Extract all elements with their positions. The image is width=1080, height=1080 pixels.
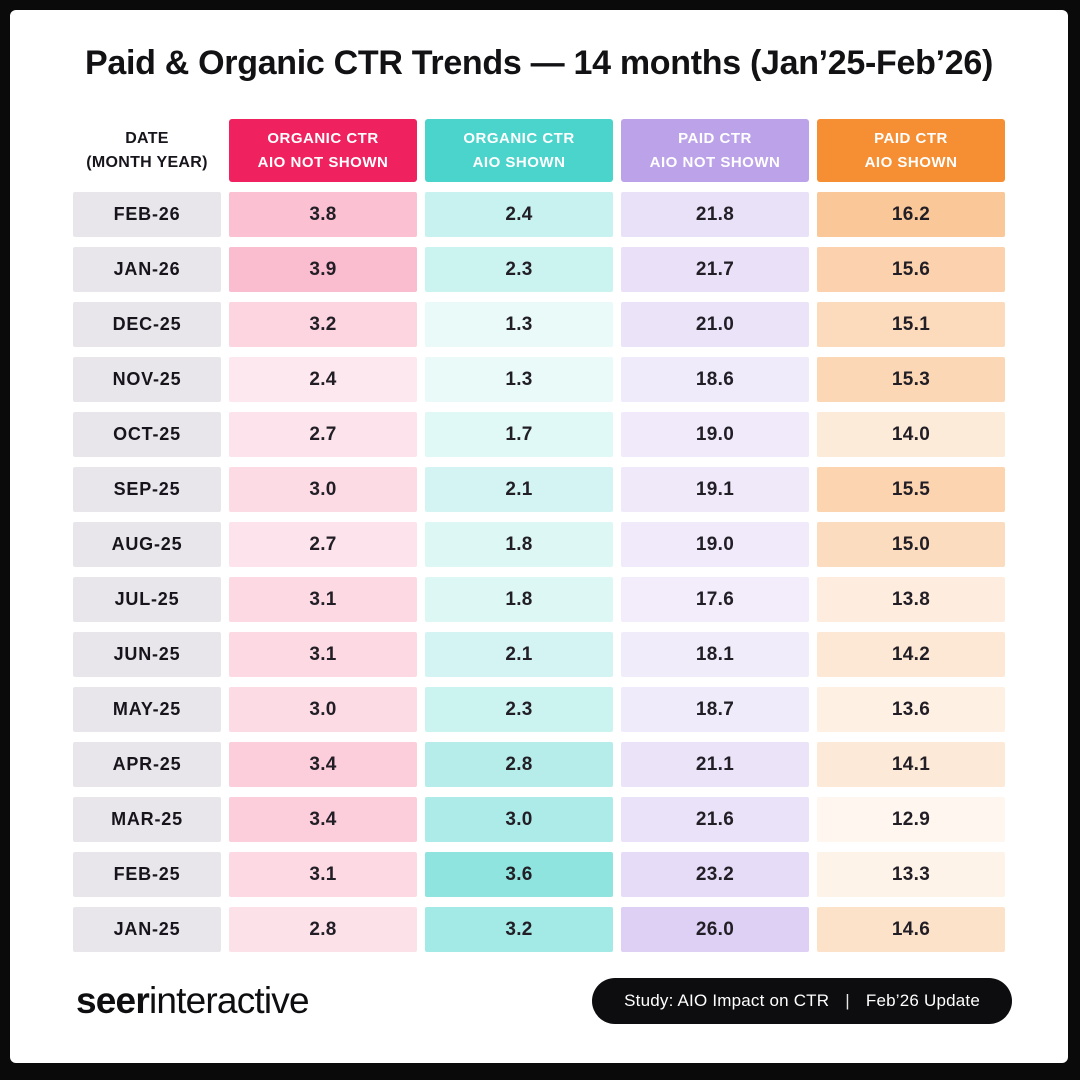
value-cell: 3.1	[229, 632, 417, 677]
value-cell: 1.3	[425, 357, 613, 402]
value-cell: 2.4	[425, 192, 613, 237]
value-cell: 3.2	[425, 907, 613, 952]
value-cell: 12.9	[817, 797, 1005, 842]
value-cell: 1.8	[425, 522, 613, 567]
header-label-line1: PAID CTR	[874, 129, 948, 147]
column-header-date: DATE (MONTH YEAR)	[73, 119, 221, 182]
value-cell: 14.2	[817, 632, 1005, 677]
header-label-line2: AIO NOT SHOWN	[649, 153, 781, 171]
value-cell: 3.9	[229, 247, 417, 292]
value-cell: 21.8	[621, 192, 809, 237]
value-cell: 21.0	[621, 302, 809, 347]
column-header-paid-ctr-aio-shown: PAID CTR AIO SHOWN	[817, 119, 1005, 182]
value-cell: 14.6	[817, 907, 1005, 952]
value-cell: 3.8	[229, 192, 417, 237]
column-header-organic-ctr-aio-not-shown: ORGANIC CTR AIO NOT SHOWN	[229, 119, 417, 182]
value-cell: 14.1	[817, 742, 1005, 787]
date-cell: AUG-25	[73, 522, 221, 567]
date-cell: MAR-25	[73, 797, 221, 842]
value-cell: 18.7	[621, 687, 809, 732]
date-cell: JUN-25	[73, 632, 221, 677]
value-cell: 21.1	[621, 742, 809, 787]
date-cell: DEC-25	[73, 302, 221, 347]
value-cell: 2.8	[229, 907, 417, 952]
value-cell: 3.1	[229, 577, 417, 622]
value-cell: 21.6	[621, 797, 809, 842]
value-cell: 19.1	[621, 467, 809, 512]
date-cell: JAN-26	[73, 247, 221, 292]
date-cell: NOV-25	[73, 357, 221, 402]
date-cell: JAN-25	[73, 907, 221, 952]
value-cell: 19.0	[621, 522, 809, 567]
value-cell: 17.6	[621, 577, 809, 622]
value-cell: 2.4	[229, 357, 417, 402]
date-cell: SEP-25	[73, 467, 221, 512]
value-cell: 15.1	[817, 302, 1005, 347]
logo-text-interactive: interactive	[148, 980, 310, 1021]
value-cell: 16.2	[817, 192, 1005, 237]
value-cell: 3.2	[229, 302, 417, 347]
value-cell: 1.3	[425, 302, 613, 347]
date-cell: FEB-26	[73, 192, 221, 237]
header-label-line1: ORGANIC CTR	[463, 129, 575, 147]
date-header-line2: (MONTH YEAR)	[86, 153, 208, 171]
value-cell: 18.6	[621, 357, 809, 402]
header-label-line2: AIO SHOWN	[472, 153, 566, 171]
infographic-canvas: Paid & Organic CTR Trends — 14 months (J…	[10, 10, 1068, 1063]
value-cell: 13.6	[817, 687, 1005, 732]
value-cell: 13.3	[817, 852, 1005, 897]
value-cell: 26.0	[621, 907, 809, 952]
value-cell: 15.0	[817, 522, 1005, 567]
value-cell: 23.2	[621, 852, 809, 897]
badge-update-text: Feb’26 Update	[865, 991, 980, 1010]
value-cell: 2.8	[425, 742, 613, 787]
header-label-line2: AIO NOT SHOWN	[257, 153, 389, 171]
column-header-paid-ctr-aio-not-shown: PAID CTR AIO NOT SHOWN	[621, 119, 809, 182]
value-cell: 3.0	[229, 687, 417, 732]
value-cell: 15.3	[817, 357, 1005, 402]
study-badge: Study: AIO Impact on CTR | Feb’26 Update	[592, 978, 1012, 1024]
value-cell: 1.8	[425, 577, 613, 622]
value-cell: 3.4	[229, 797, 417, 842]
header-label-line1: PAID CTR	[678, 129, 752, 147]
value-cell: 3.1	[229, 852, 417, 897]
value-cell: 3.0	[425, 797, 613, 842]
value-cell: 3.0	[229, 467, 417, 512]
value-cell: 2.3	[425, 687, 613, 732]
date-cell: JUL-25	[73, 577, 221, 622]
column-header-organic-ctr-aio-shown: ORGANIC CTR AIO SHOWN	[425, 119, 613, 182]
value-cell: 15.6	[817, 247, 1005, 292]
ctr-table: DATE (MONTH YEAR) ORGANIC CTR AIO NOT SH…	[73, 119, 1005, 952]
header-label-line2: AIO SHOWN	[864, 153, 958, 171]
logo-text-seer: seer	[76, 980, 150, 1021]
value-cell: 3.4	[229, 742, 417, 787]
value-cell: 14.0	[817, 412, 1005, 457]
value-cell: 2.1	[425, 467, 613, 512]
date-header-line1: DATE	[125, 130, 169, 148]
date-cell: FEB-25	[73, 852, 221, 897]
date-cell: OCT-25	[73, 412, 221, 457]
value-cell: 15.5	[817, 467, 1005, 512]
badge-study-text: Study: AIO Impact on CTR	[624, 991, 830, 1010]
value-cell: 2.3	[425, 247, 613, 292]
footer: seerinteractive Study: AIO Impact on CTR…	[76, 978, 1012, 1024]
value-cell: 19.0	[621, 412, 809, 457]
page-title: Paid & Organic CTR Trends — 14 months (J…	[85, 44, 993, 82]
value-cell: 3.6	[425, 852, 613, 897]
value-cell: 1.7	[425, 412, 613, 457]
date-cell: MAY-25	[73, 687, 221, 732]
value-cell: 2.7	[229, 522, 417, 567]
badge-separator: |	[845, 991, 850, 1010]
value-cell: 2.7	[229, 412, 417, 457]
value-cell: 2.1	[425, 632, 613, 677]
seer-interactive-logo: seerinteractive	[76, 980, 310, 1022]
date-cell: APR-25	[73, 742, 221, 787]
header-label-line1: ORGANIC CTR	[267, 129, 379, 147]
value-cell: 13.8	[817, 577, 1005, 622]
value-cell: 21.7	[621, 247, 809, 292]
value-cell: 18.1	[621, 632, 809, 677]
